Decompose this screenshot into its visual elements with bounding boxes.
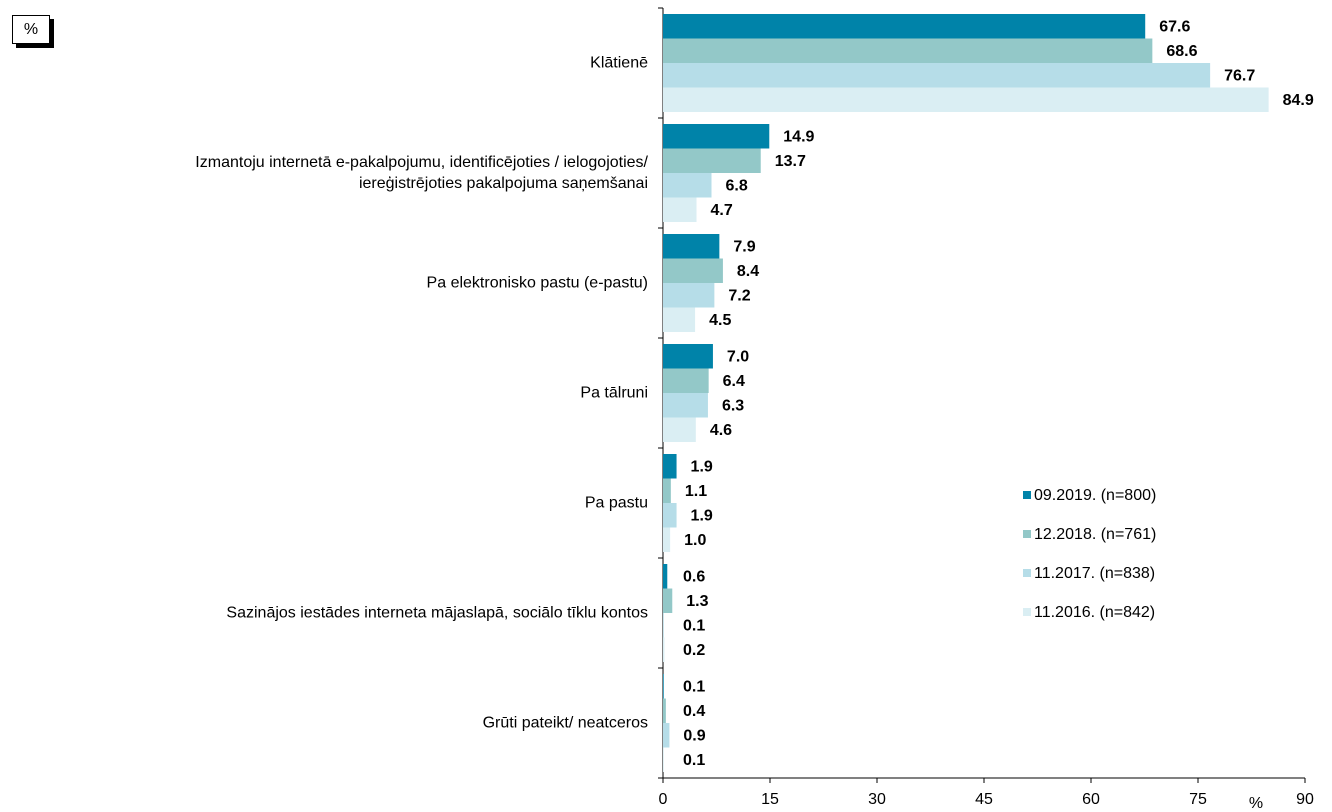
category-label: Grūti pateikt/ neatceros (482, 714, 648, 732)
bar (663, 674, 664, 699)
value-label: 1.3 (686, 593, 708, 610)
value-label: 1.1 (685, 483, 707, 500)
value-label: 6.3 (722, 397, 744, 414)
bar (663, 283, 715, 308)
value-label: 0.9 (683, 727, 705, 744)
value-label: 1.9 (691, 458, 713, 475)
bar (663, 503, 677, 528)
value-label: 6.8 (726, 177, 748, 194)
value-label: 84.9 (1283, 92, 1314, 109)
value-label: 0.1 (683, 752, 705, 769)
bar (663, 148, 761, 173)
bar (663, 87, 1269, 112)
value-label: 0.1 (683, 617, 705, 634)
bar (663, 588, 673, 613)
legend-swatch (1023, 608, 1031, 616)
bar (663, 637, 665, 662)
bar (663, 234, 720, 259)
x-tick-label: 90 (1296, 791, 1314, 808)
bar (663, 124, 770, 149)
x-axis-label: % (1249, 795, 1263, 812)
value-label: 8.4 (737, 263, 759, 280)
x-tick-label: 75 (1189, 791, 1207, 808)
bar (663, 527, 671, 552)
bar (663, 564, 668, 589)
bar (663, 38, 1153, 63)
value-label: 0.2 (683, 642, 705, 659)
value-label: 14.9 (783, 128, 814, 145)
legend-label: 11.2017. (n=838) (1034, 565, 1155, 582)
bar (663, 698, 666, 723)
value-label: 0.1 (683, 678, 705, 695)
unit-box: % (12, 15, 50, 44)
category-label: Pa pastu (584, 494, 648, 512)
category-label: Sazinājos iestādes interneta mājaslapā, … (226, 604, 648, 622)
value-label: 0.6 (683, 568, 705, 585)
bar (663, 63, 1211, 88)
value-label: 1.9 (691, 507, 713, 524)
x-tick-label: 60 (1082, 791, 1100, 808)
legend-swatch (1023, 569, 1031, 577)
bar (663, 368, 709, 393)
value-label: 1.0 (684, 532, 706, 549)
x-tick-label: 0 (659, 791, 668, 808)
category-label: Izmantoju internetā e-pakalpojumu, ident… (195, 154, 648, 192)
value-label: 76.7 (1224, 67, 1255, 84)
value-label: 67.6 (1159, 18, 1190, 35)
legend-label: 11.2016. (n=842) (1034, 604, 1155, 621)
bar (663, 197, 697, 222)
value-label: 7.2 (728, 287, 750, 304)
legend-label: 09.2019. (n=800) (1034, 487, 1156, 504)
legend-swatch (1023, 530, 1031, 538)
value-label: 7.9 (733, 238, 755, 255)
value-label: 4.5 (709, 312, 731, 329)
bar (663, 613, 664, 638)
x-tick-label: 45 (975, 791, 993, 808)
bar (663, 417, 696, 442)
bar (663, 14, 1146, 39)
value-label: 4.6 (710, 422, 732, 439)
category-label: Pa elektronisko pastu (e-pastu) (426, 274, 648, 292)
bar (663, 454, 677, 479)
bar (663, 723, 670, 748)
bar (663, 478, 671, 503)
value-label: 6.4 (723, 373, 745, 390)
value-label: 7.0 (727, 348, 749, 365)
value-label: 68.6 (1166, 43, 1197, 60)
x-tick-label: 30 (868, 791, 886, 808)
legend-swatch (1023, 491, 1031, 499)
value-label: 0.4 (683, 703, 705, 720)
value-label: 13.7 (775, 153, 806, 170)
legend-label: 12.2018. (n=761) (1034, 526, 1156, 543)
x-tick-label: 15 (761, 791, 779, 808)
bar (663, 173, 712, 198)
bar (663, 747, 664, 772)
bar (663, 344, 713, 369)
value-label: 4.7 (711, 202, 733, 219)
bar (663, 393, 708, 418)
category-label: Klātienē (590, 54, 648, 72)
category-label: Pa tālruni (580, 384, 648, 402)
bar (663, 258, 723, 283)
bar (663, 307, 696, 332)
